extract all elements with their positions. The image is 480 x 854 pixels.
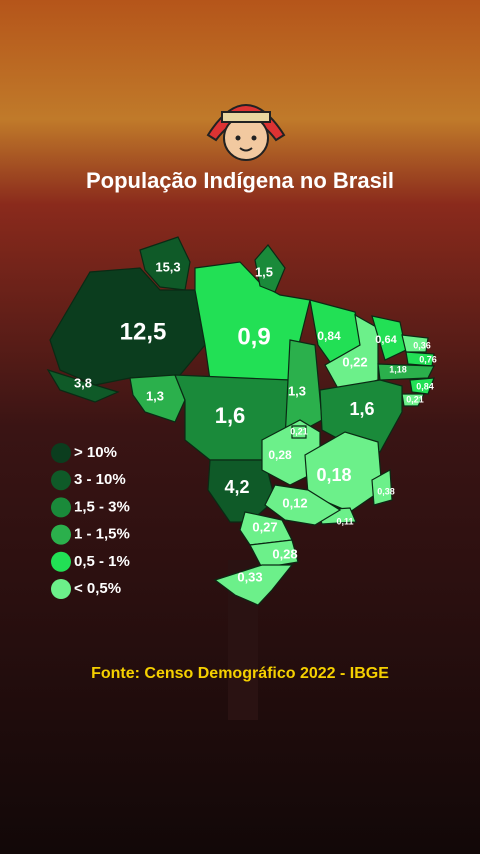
state [249, 539, 299, 569]
state [194, 261, 311, 381]
state [409, 377, 435, 395]
legend-swatch [51, 470, 71, 491]
legend-label: 3 - 10% [74, 471, 126, 488]
state-label: 0,21 [406, 394, 424, 404]
legend-label: 1 - 1,5% [74, 526, 130, 543]
state-label: 1,3 [146, 388, 164, 403]
state-label: 0,21 [290, 426, 308, 436]
legend-label: > 10% [74, 444, 117, 461]
state [371, 469, 393, 506]
legend-swatch [51, 579, 71, 599]
state-label: 0,33 [237, 569, 262, 584]
map: 15,312,53,81,30,91,51,64,21,30,840,220,6… [46, 236, 437, 606]
legend-swatch [51, 497, 71, 518]
legend-swatch [51, 524, 71, 545]
state-label: 12,5 [120, 318, 167, 345]
state [254, 244, 286, 293]
state-label: 0,18 [316, 465, 351, 485]
state-label: 0,11 [336, 516, 353, 526]
state-label: 0,36 [413, 340, 431, 350]
legend-label: 0,5 - 1% [74, 553, 130, 570]
state-label: 0,64 [375, 334, 397, 346]
legend: > 10% 3 - 10% 1,5 - 3% 1 - 1,5% 0,5 - 1% < 0,… [51, 443, 130, 599]
state-label: 15,3 [155, 259, 180, 274]
state-label: 0,76 [419, 354, 437, 364]
state [401, 334, 429, 353]
icon [206, 104, 286, 161]
legend-swatch [51, 551, 71, 572]
state [264, 484, 342, 526]
legend-swatch [51, 443, 71, 463]
state [46, 368, 120, 403]
title: População Indígena no Brasil [86, 168, 394, 193]
legend-label: < 0,5% [74, 580, 121, 597]
state-label: 1,3 [288, 383, 306, 398]
state-label: 3,8 [74, 375, 92, 390]
state-label: 4,2 [224, 477, 249, 497]
state [291, 425, 307, 439]
state-label: 0,22 [342, 354, 367, 369]
state-label: 0,28 [268, 448, 292, 462]
state [213, 564, 294, 606]
state [401, 393, 425, 407]
state-label: 0,38 [377, 486, 395, 496]
state-label: 0,84 [416, 381, 434, 391]
state-label: 1,5 [255, 264, 273, 279]
state-label: 0,27 [252, 519, 277, 534]
legend-label: 1,5 - 3% [74, 498, 130, 515]
state-label: 1,18 [389, 364, 407, 374]
state-label: 1,6 [215, 403, 246, 428]
state-label: 0,9 [237, 323, 270, 350]
source: Fonte: Censo Demográfico 2022 - IBGE [91, 665, 389, 682]
state-label: 0,12 [282, 495, 307, 510]
state-label: 1,6 [349, 399, 374, 419]
state-label: 0,28 [272, 546, 297, 561]
state-label: 0,84 [317, 329, 341, 343]
